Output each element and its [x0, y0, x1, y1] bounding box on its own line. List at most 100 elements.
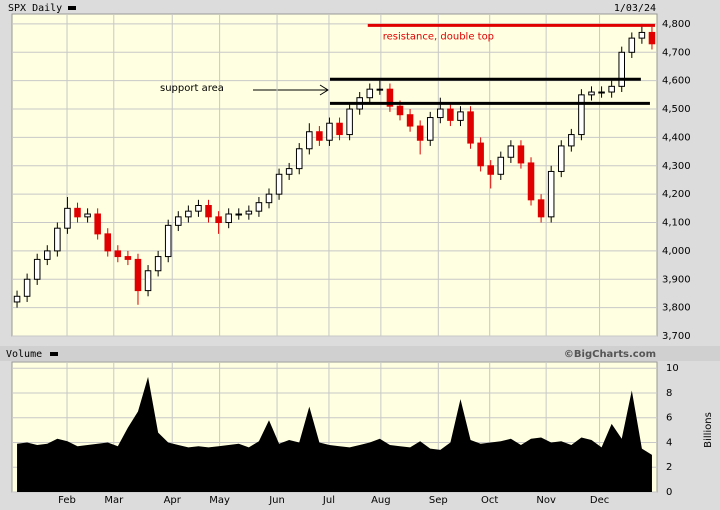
candle-body — [618, 51, 625, 87]
volume-title: Volume — [6, 349, 42, 360]
candle-body — [74, 207, 81, 218]
candle-body — [487, 165, 494, 175]
candle-body — [13, 295, 21, 303]
candle-body — [336, 122, 343, 136]
candle-body — [416, 125, 424, 141]
x-tick-label: Jul — [322, 495, 335, 506]
candle-body — [225, 213, 232, 224]
candle-body — [537, 199, 545, 218]
x-tick-label: May — [209, 495, 230, 506]
x-tick-label: Oct — [481, 495, 498, 506]
candle-body — [175, 216, 182, 226]
y-tick-label: 4,000 — [662, 246, 691, 257]
candle-body — [366, 88, 374, 99]
annotation: resistance, double top — [383, 31, 494, 42]
candle-body — [376, 88, 384, 91]
y-tick-label: 4,500 — [662, 104, 691, 115]
price-panel — [11, 13, 658, 337]
candle-body — [568, 134, 575, 147]
candle-body — [426, 117, 434, 141]
candle-body — [285, 168, 293, 175]
candle-body — [507, 145, 515, 158]
candle-body — [527, 162, 535, 201]
candle-body — [114, 250, 122, 258]
x-tick-label: Dec — [590, 495, 609, 506]
candle-body — [235, 213, 243, 216]
y-tick-label: 4,700 — [662, 47, 691, 58]
y-tick-label: 4 — [666, 437, 672, 448]
candle-body — [316, 131, 323, 141]
chart-title: SPX Daily — [8, 3, 62, 14]
candle-body — [64, 207, 71, 229]
y-tick-label: 3,700 — [662, 331, 691, 342]
y-tick-label: 4,300 — [662, 161, 691, 172]
candle-body — [437, 108, 444, 119]
candle-body — [396, 105, 404, 116]
y-tick-label: 3,900 — [662, 274, 691, 285]
candle-body — [84, 213, 91, 218]
x-tick-label: Mar — [104, 495, 124, 506]
y-tick-label: 10 — [666, 363, 679, 374]
candle-body — [608, 85, 615, 93]
candle-body — [54, 227, 61, 252]
candle-body — [265, 193, 273, 204]
candle-body — [23, 278, 31, 297]
candle-body — [306, 131, 313, 150]
candle-body — [326, 122, 333, 141]
candle-body — [215, 216, 222, 224]
y-tick-label: 4,800 — [662, 19, 691, 30]
candle-body — [33, 258, 41, 280]
x-tick-label: Sep — [429, 495, 448, 506]
candle-body — [44, 250, 51, 260]
annotation: support area — [160, 83, 224, 94]
volume-axis-title: Billions — [703, 412, 714, 448]
candle-body — [205, 204, 212, 218]
candle-body — [195, 204, 202, 212]
candle-body — [275, 173, 283, 195]
candle-body — [648, 31, 656, 45]
candle-body — [295, 148, 303, 170]
candle-body — [346, 108, 353, 136]
candle-body — [477, 142, 484, 167]
y-tick-label: 4,100 — [662, 218, 691, 229]
candle-body — [557, 145, 565, 172]
candle-body — [255, 202, 263, 212]
candle-body — [517, 145, 525, 164]
x-tick-label: Jun — [268, 495, 285, 506]
credit: ©BigCharts.com — [564, 349, 656, 360]
x-tick-label: Nov — [536, 495, 556, 506]
support-arrow-head — [319, 84, 329, 96]
candle-body — [164, 224, 172, 258]
title-icon — [68, 6, 76, 10]
candle-body — [447, 108, 454, 121]
candle-body — [547, 170, 555, 218]
candle-body — [467, 111, 474, 144]
candle-body — [124, 256, 132, 260]
candle-body — [154, 256, 162, 272]
candle-body — [144, 270, 152, 292]
volume-icon — [50, 352, 58, 356]
y-tick-label: 2 — [666, 462, 672, 473]
y-tick-label: 3,800 — [662, 303, 691, 314]
candle-body — [457, 111, 464, 121]
y-tick-label: 4,200 — [662, 189, 691, 200]
y-tick-label: 4,400 — [662, 132, 691, 143]
y-tick-label: 4,600 — [662, 76, 691, 87]
y-tick-label: 0 — [666, 487, 672, 498]
candle-body — [245, 210, 253, 215]
candle-body — [588, 91, 595, 96]
candle-body — [386, 88, 394, 107]
candle-body — [578, 94, 585, 136]
candle-body — [406, 114, 414, 127]
volume-area — [17, 376, 652, 492]
volume-header — [0, 346, 720, 361]
date-label: 1/03/24 — [614, 3, 656, 14]
candle-body — [598, 91, 605, 94]
x-tick-label: Apr — [164, 495, 182, 506]
x-tick-label: Feb — [58, 495, 76, 506]
x-tick-label: Aug — [371, 495, 391, 506]
y-tick-label: 6 — [666, 413, 672, 424]
candle-body — [638, 31, 646, 39]
candle-body — [628, 37, 636, 53]
